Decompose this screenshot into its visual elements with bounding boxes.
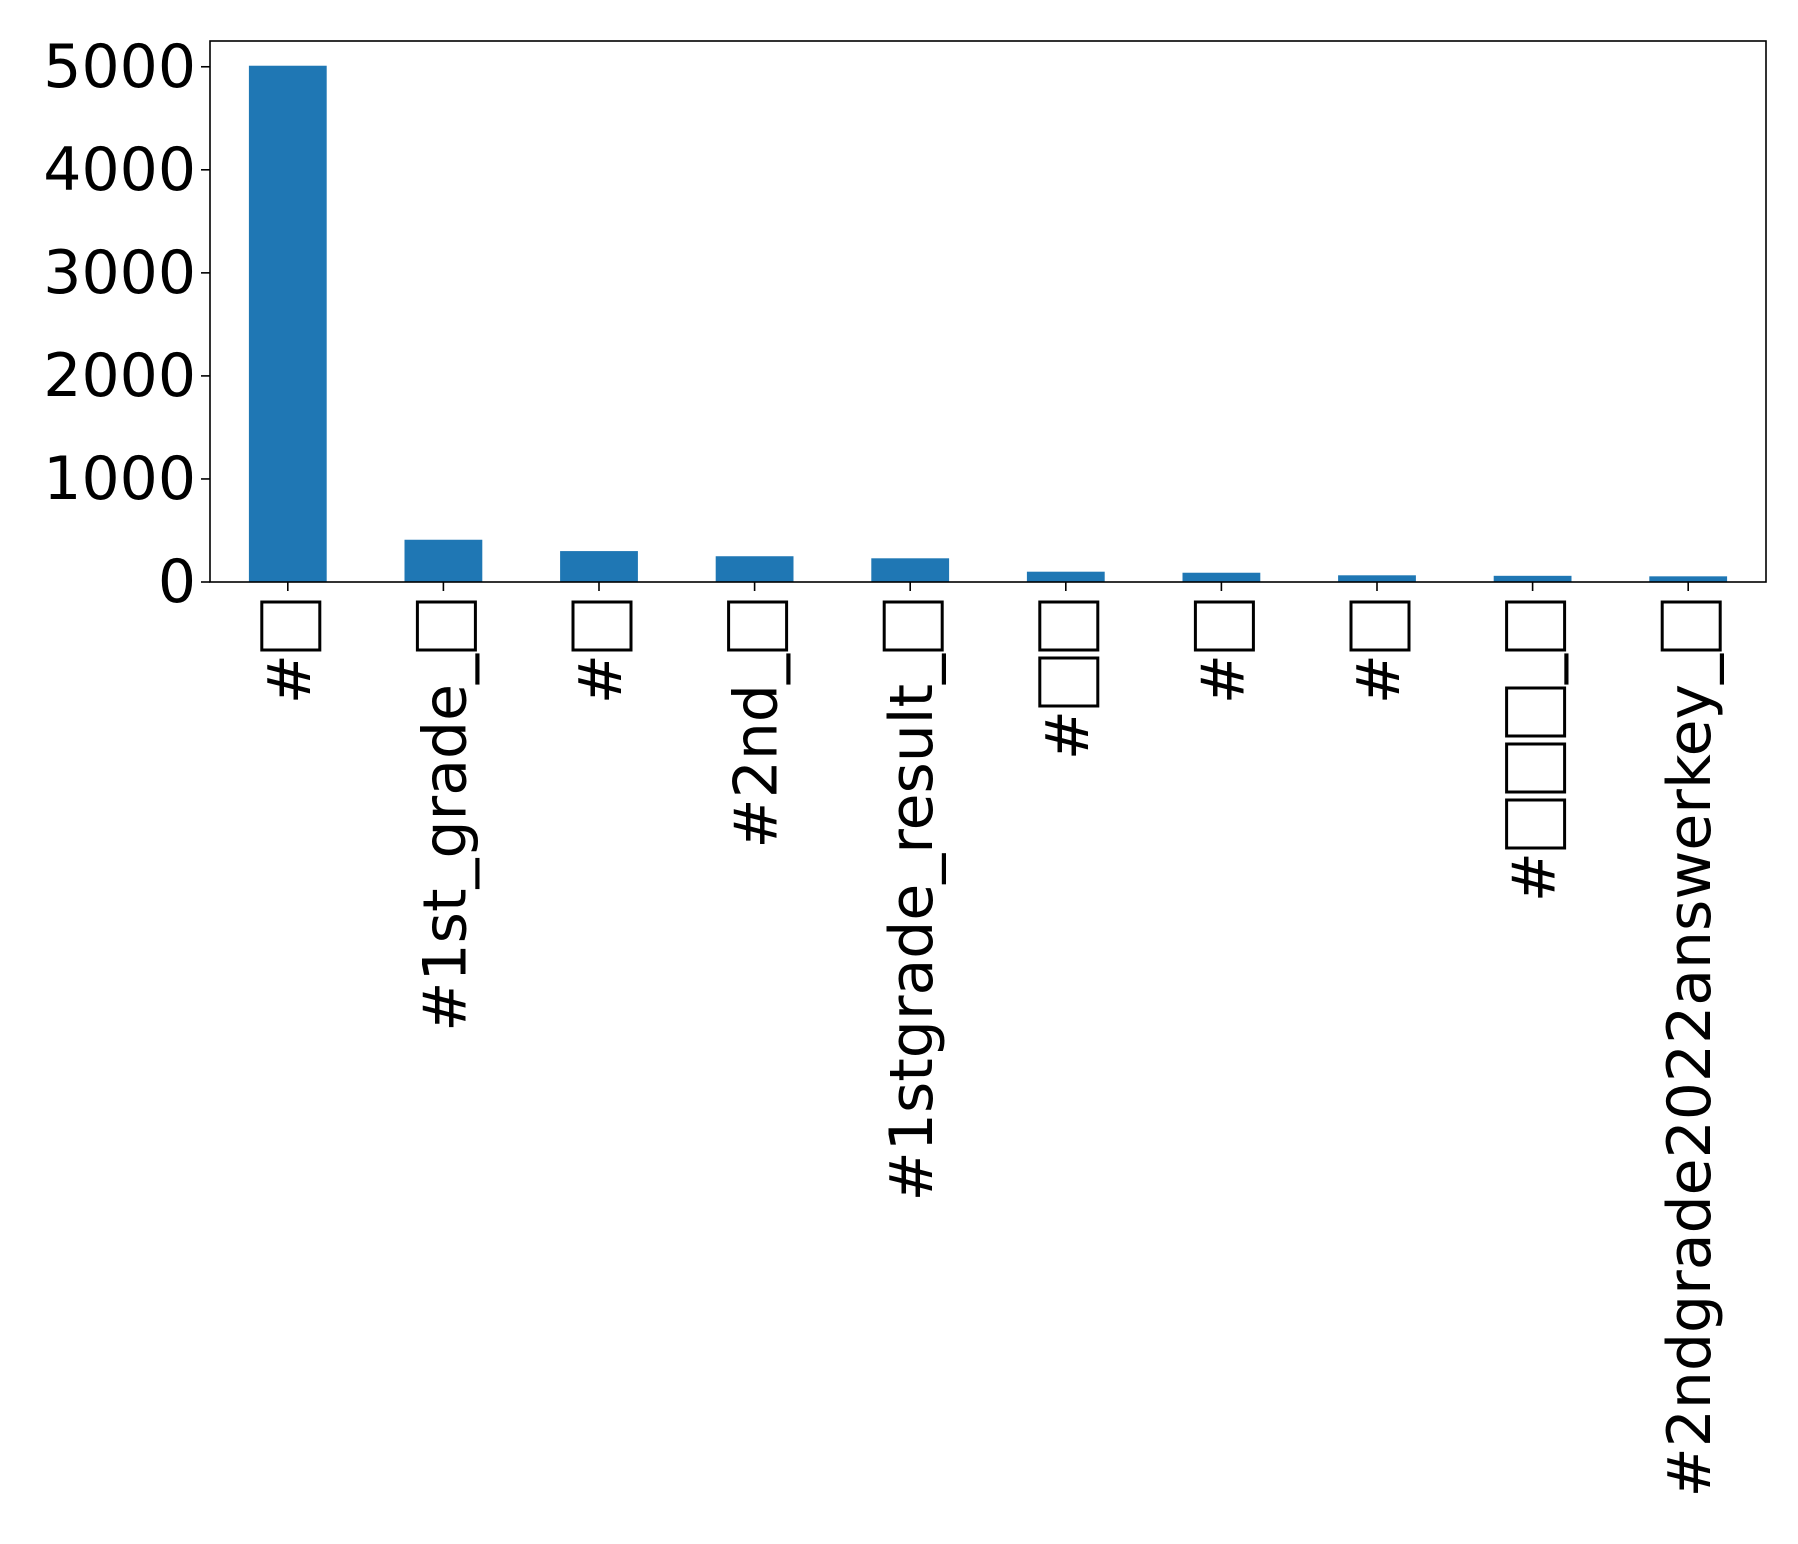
y-tick-label-0: 0 [158,547,196,617]
x-tick-label-8: #_ [1500,600,1570,902]
x-tick-label-1: #1st_grade_ [410,600,480,1032]
bar-6 [1182,572,1261,582]
bar-3 [715,556,794,582]
x-tick-label-3: #2nd_ [722,600,792,849]
x-tick-label-6: # [1188,600,1258,704]
bar-8 [1493,575,1572,582]
y-tick-label-1: 1000 [43,444,196,514]
bar-1 [404,539,483,582]
bar-5 [1026,571,1105,582]
y-tick-label-2: 2000 [43,341,196,411]
svg-text:#2ndgrade2022answerkey_: #2ndgrade2022answerkey_ [1655,653,1725,1498]
svg-text:#: # [1188,654,1258,704]
x-tick-label-0: # [255,600,325,704]
y-tick-label-4: 4000 [43,135,196,205]
x-axis: # #1st_grade_ # #2nd_ #1stgrade_result_ ## ##_… [255,582,1725,1498]
y-tick-label-5: 5000 [43,32,196,102]
bar-9 [1649,576,1728,582]
svg-text:#1stgrade_result_: #1stgrade_result_ [877,653,947,1202]
svg-text:#: # [255,654,325,704]
bar-2 [560,551,638,582]
bar-7 [1338,575,1416,582]
x-tick-label-9: #2ndgrade2022answerkey_ [1655,600,1725,1498]
svg-text:#1st_grade_: #1st_grade_ [410,653,480,1032]
x-tick-label-7: # [1344,600,1414,704]
bar-4 [871,558,950,582]
svg-text:#: # [1344,654,1414,704]
svg-text:#: # [1033,710,1103,760]
bar-0 [248,65,327,582]
svg-text:#: # [1500,852,1570,902]
svg-text:_: _ [1500,653,1570,685]
svg-text:#2nd_: #2nd_ [722,653,792,849]
x-tick-label-2: # [566,600,636,704]
x-tick-label-4: #1stgrade_result_ [877,600,947,1202]
plot-frame [209,40,1767,583]
x-tick-label-5: # [1033,600,1103,760]
y-tick-label-3: 3000 [43,238,196,308]
y-axis: 0 1000 2000 3000 4000 5000 [43,32,210,617]
bars-group [248,65,1728,582]
svg-text:#: # [566,654,636,704]
